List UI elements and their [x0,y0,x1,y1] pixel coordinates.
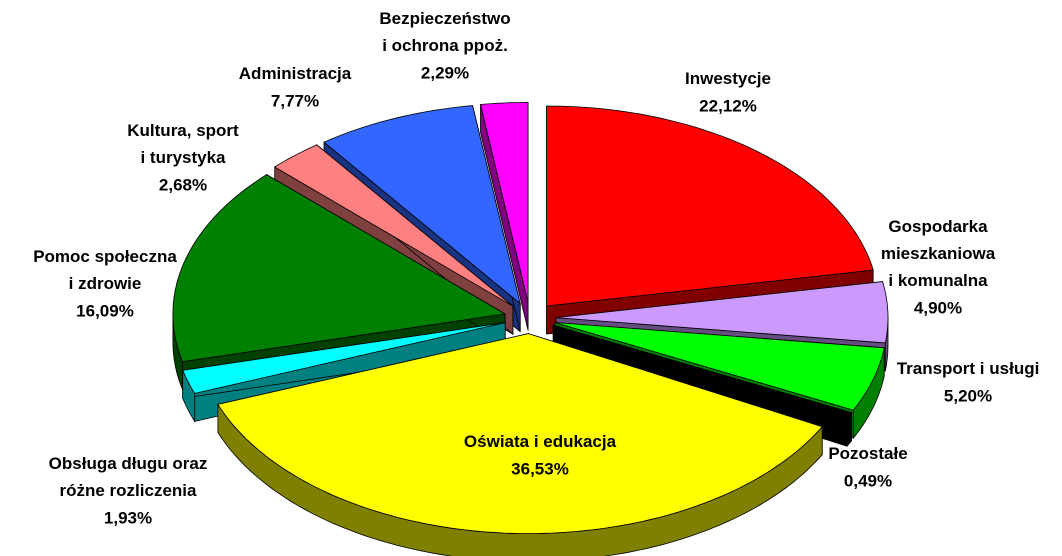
label-line: Pozostałe [828,444,907,463]
label-line: i komunalna [888,271,988,290]
label-line: różne rozliczenia [60,481,198,500]
slice-label: Transport i usługi [897,359,1040,378]
label-line: Administracja [239,64,352,83]
slice-label: Gospodarka mieszkaniowa i komunalna [881,217,996,290]
label-line: Transport i usługi [897,359,1040,378]
value-label: 5,20% [944,386,992,405]
value-label: 16,09% [76,301,134,320]
value-label: 4,90% [914,298,962,317]
label-line: Gospodarka [888,217,988,236]
slice-label: Pomoc społeczna i zdrowie [33,247,177,293]
slice-label: Inwestycje [685,69,771,88]
slice [182,322,506,394]
slice [553,324,853,419]
slice-label: Oświata i edukacja [464,432,617,451]
label-line: Kultura, sport [127,121,239,140]
slice [217,333,823,534]
slice [273,144,514,307]
label-line: Bezpieczeństwo [379,9,510,28]
value-label: 36,53% [511,459,569,478]
label-line: Pomoc społeczna [33,247,177,266]
label-line: i zdrowie [69,274,142,293]
slice [172,174,507,363]
slice [546,105,874,307]
value-label: 2,68% [159,175,207,194]
label-line: i ochrona ppoż. [382,36,508,55]
label-line: i turystyka [140,148,226,167]
slice-label: Kultura, sport i turystyka [127,121,239,167]
value-label: 22,12% [699,96,757,115]
slice-label: Pozostałe [828,444,907,463]
slice-label: Bezpieczeństwo i ochrona ppoż. [379,9,510,55]
value-label: 0,49% [844,471,892,490]
value-label: 1,93% [104,508,152,527]
slice [480,101,529,303]
slice-label: Administracja [239,64,352,83]
label-line: Oświata i edukacja [464,432,617,451]
slice [323,105,521,305]
label-line: Inwestycje [685,69,771,88]
slice-label: Obsługa długu oraz różne rozliczenia [49,454,208,500]
value-label: 7,77% [271,91,319,110]
label-line: Obsługa długu oraz [49,454,208,473]
value-label: 2,29% [421,63,469,82]
slice [554,322,885,411]
label-line: mieszkaniowa [881,244,996,263]
slice [555,281,889,344]
